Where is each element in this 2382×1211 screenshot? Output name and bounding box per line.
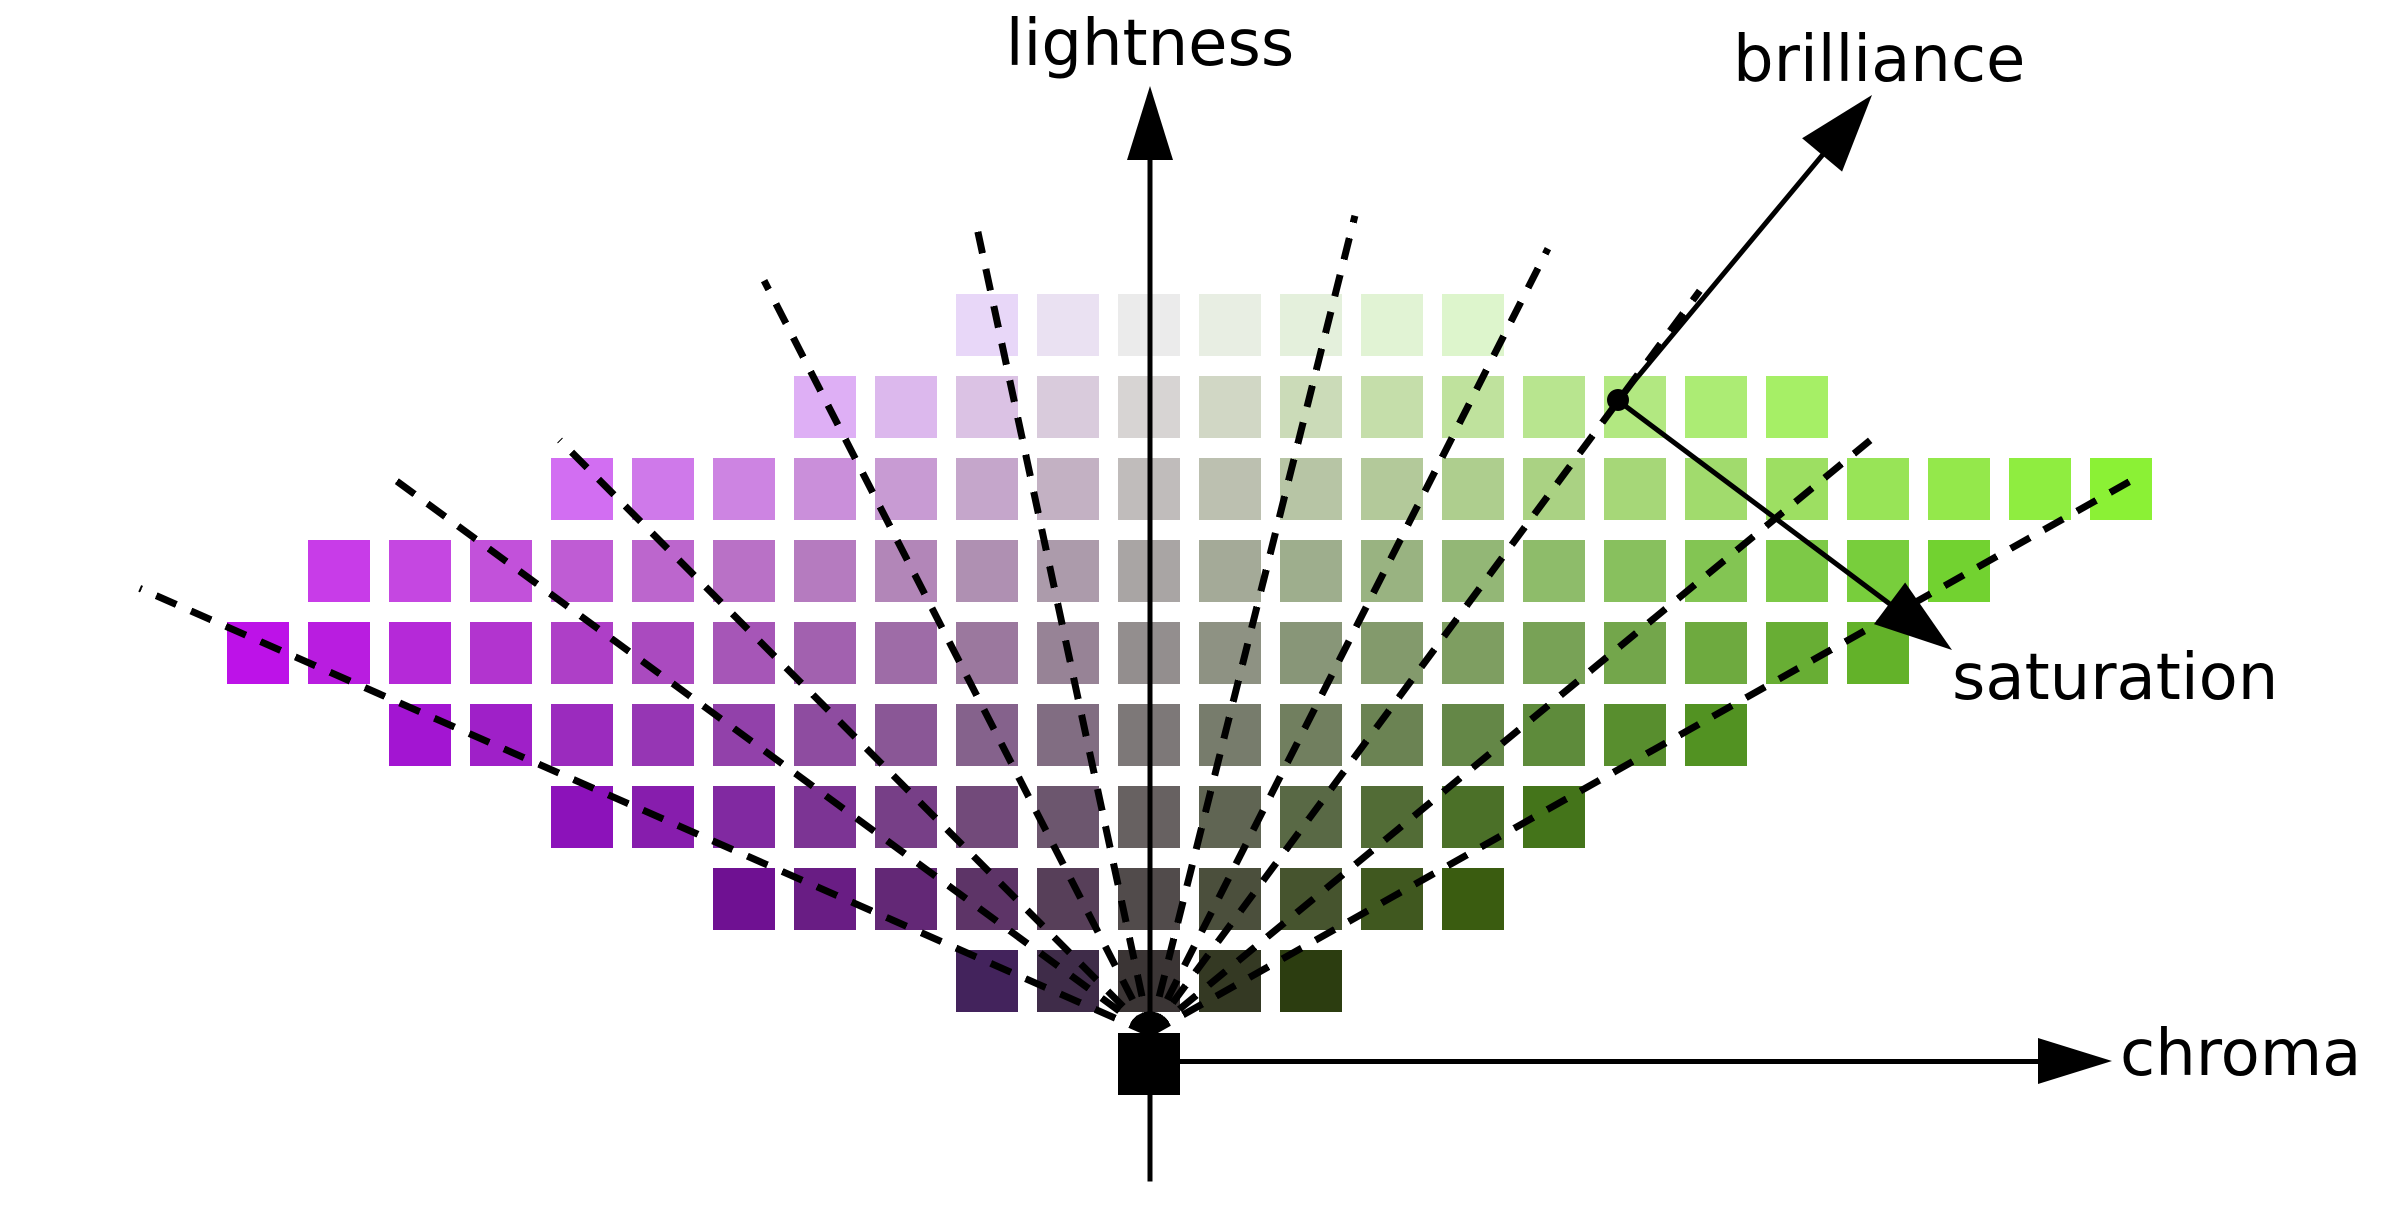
saturation-label: saturation [1952,641,2279,715]
color-swatch [632,704,694,766]
color-swatch [875,622,937,684]
color-swatch [1604,458,1666,520]
color-swatch [1199,376,1261,438]
color-swatch [1766,376,1828,438]
color-swatch [956,458,1018,520]
color-swatch [308,540,370,602]
color-swatch [1199,540,1261,602]
color-swatch [713,540,775,602]
color-swatch [956,786,1018,848]
color-swatch [1928,458,1990,520]
color-swatch [713,622,775,684]
color-swatch [1037,458,1099,520]
color-swatch [713,868,775,930]
color-swatch [794,540,856,602]
brilliance-label: brilliance [1733,23,2026,97]
lightness-axis-shaft [1147,126,1153,1181]
chroma-axis-label: chroma [2120,1017,2362,1091]
color-swatch [1361,294,1423,356]
chroma-axis-shaft [1180,1058,2072,1064]
color-swatch [1523,376,1585,438]
color-swatch [632,540,694,602]
color-swatch [794,622,856,684]
color-swatch [1442,458,1504,520]
color-swatch [1847,458,1909,520]
color-swatch [551,704,613,766]
brilliance-arrow-shaft [1616,126,1847,402]
color-swatch [1685,376,1747,438]
color-swatch [1442,868,1504,930]
color-swatch [1442,622,1504,684]
color-swatch [389,622,451,684]
lightness-axis-label: lightness [1005,7,1295,81]
color-swatch [794,704,856,766]
color-swatch [956,540,1018,602]
color-swatch [2009,458,2071,520]
color-swatch [551,540,613,602]
color-swatch [875,376,937,438]
color-swatch [1361,376,1423,438]
color-swatch [389,540,451,602]
color-swatch [956,294,1018,356]
color-swatch [713,458,775,520]
color-swatch [1037,294,1099,356]
color-swatch [632,458,694,520]
color-swatch [1523,622,1585,684]
color-swatch [713,786,775,848]
color-swatch [1199,458,1261,520]
color-swatch [1442,704,1504,766]
color-swatch [1523,540,1585,602]
reference-point-dot [1607,389,1629,411]
color-swatch [470,622,532,684]
chroma-axis-head [2038,1038,2112,1084]
color-swatch [875,704,937,766]
color-swatch [1199,294,1261,356]
lightness-axis-head [1127,86,1173,160]
color-swatch [1280,950,1342,1012]
color-swatch [1604,540,1666,602]
origin-black-square [1118,1033,1180,1095]
color-swatch [1685,622,1747,684]
color-swatch [1037,376,1099,438]
color-swatch [1280,540,1342,602]
color-swatch [794,458,856,520]
color-swatch [1766,458,1828,520]
